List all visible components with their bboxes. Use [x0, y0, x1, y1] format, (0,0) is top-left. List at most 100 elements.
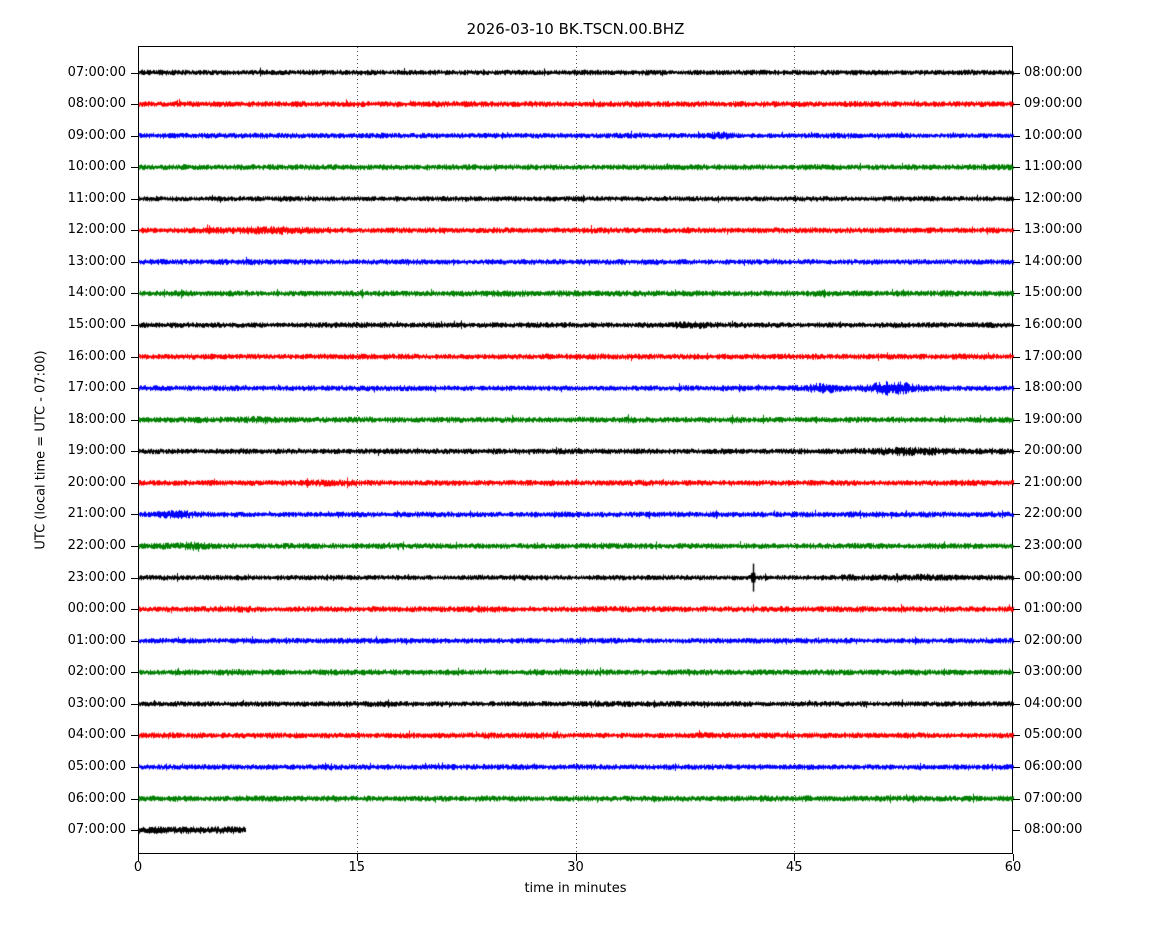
utc-time-label: 08:00:00: [67, 96, 126, 112]
x-tick-label: 60: [1004, 860, 1022, 875]
utc-time-label: 02:00:00: [67, 664, 126, 680]
utc-time-label: 17:00:00: [67, 380, 126, 396]
local-time-label: 08:00:00: [1024, 822, 1083, 838]
right-tick-mark: [1013, 230, 1020, 231]
right-tick-mark: [1013, 73, 1020, 74]
x-tick-label: 0: [133, 860, 143, 875]
left-tick-mark: [131, 514, 138, 515]
local-time-label: 11:00:00: [1024, 159, 1083, 175]
right-tick-mark: [1013, 451, 1020, 452]
local-time-label: 19:00:00: [1024, 411, 1083, 427]
utc-time-label: 06:00:00: [67, 790, 126, 806]
left-tick-mark: [131, 767, 138, 768]
right-tick-mark: [1013, 104, 1020, 105]
left-tick-mark: [131, 483, 138, 484]
right-tick-mark: [1013, 262, 1020, 263]
right-tick-mark: [1013, 672, 1020, 673]
utc-time-label: 09:00:00: [67, 127, 126, 143]
right-tick-mark: [1013, 136, 1020, 137]
left-tick-mark: [131, 73, 138, 74]
local-time-label: 04:00:00: [1024, 695, 1083, 711]
right-tick-mark: [1013, 735, 1020, 736]
left-tick-mark: [131, 293, 138, 294]
local-time-label: 07:00:00: [1024, 790, 1083, 806]
right-tick-mark: [1013, 578, 1020, 579]
x-tick-label: 15: [348, 860, 366, 875]
utc-time-label: 21:00:00: [67, 506, 126, 522]
local-time-label: 01:00:00: [1024, 601, 1083, 617]
local-time-label: 18:00:00: [1024, 380, 1083, 396]
right-tick-mark: [1013, 767, 1020, 768]
utc-time-label: 01:00:00: [67, 632, 126, 648]
utc-time-label: 04:00:00: [67, 727, 126, 743]
utc-time-label: 16:00:00: [67, 348, 126, 364]
left-tick-mark: [131, 136, 138, 137]
right-tick-mark: [1013, 325, 1020, 326]
right-tick-mark: [1013, 546, 1020, 547]
right-tick-mark: [1013, 199, 1020, 200]
local-time-label: 00:00:00: [1024, 569, 1083, 585]
local-time-label: 13:00:00: [1024, 222, 1083, 238]
left-tick-mark: [131, 357, 138, 358]
utc-time-label: 10:00:00: [67, 159, 126, 175]
right-tick-mark: [1013, 167, 1020, 168]
utc-time-label: 03:00:00: [67, 695, 126, 711]
right-tick-mark: [1013, 420, 1020, 421]
left-tick-mark: [131, 641, 138, 642]
left-tick-mark: [131, 546, 138, 547]
right-tick-mark: [1013, 799, 1020, 800]
utc-time-label: 15:00:00: [67, 317, 126, 333]
utc-time-label: 07:00:00: [67, 64, 126, 80]
left-tick-mark: [131, 799, 138, 800]
local-time-label: 10:00:00: [1024, 127, 1083, 143]
x-tick-mark: [357, 854, 358, 861]
right-tick-mark: [1013, 388, 1020, 389]
right-tick-mark: [1013, 609, 1020, 610]
utc-time-label: 19:00:00: [67, 443, 126, 459]
x-tick-mark: [138, 854, 139, 861]
utc-time-label: 12:00:00: [67, 222, 126, 238]
left-tick-mark: [131, 230, 138, 231]
utc-time-label: 00:00:00: [67, 601, 126, 617]
local-time-label: 08:00:00: [1024, 64, 1083, 80]
left-tick-mark: [131, 830, 138, 831]
left-tick-mark: [131, 672, 138, 673]
left-tick-mark: [131, 199, 138, 200]
utc-time-label: 18:00:00: [67, 411, 126, 427]
right-tick-mark: [1013, 483, 1020, 484]
right-tick-mark: [1013, 357, 1020, 358]
utc-time-label: 22:00:00: [67, 538, 126, 554]
local-time-label: 14:00:00: [1024, 253, 1083, 269]
local-time-label: 20:00:00: [1024, 443, 1083, 459]
left-tick-mark: [131, 578, 138, 579]
utc-time-label: 23:00:00: [67, 569, 126, 585]
local-time-label: 23:00:00: [1024, 538, 1083, 554]
left-tick-mark: [131, 420, 138, 421]
right-tick-mark: [1013, 293, 1020, 294]
local-time-label: 02:00:00: [1024, 632, 1083, 648]
x-tick-label: 45: [785, 860, 803, 875]
local-time-label: 17:00:00: [1024, 348, 1083, 364]
left-tick-mark: [131, 388, 138, 389]
left-tick-mark: [131, 735, 138, 736]
utc-time-label: 07:00:00: [67, 822, 126, 838]
x-tick-mark: [576, 854, 577, 861]
left-tick-mark: [131, 167, 138, 168]
local-time-label: 21:00:00: [1024, 474, 1083, 490]
local-time-label: 15:00:00: [1024, 285, 1083, 301]
local-time-label: 12:00:00: [1024, 190, 1083, 206]
left-tick-mark: [131, 325, 138, 326]
utc-time-label: 14:00:00: [67, 285, 126, 301]
right-tick-mark: [1013, 830, 1020, 831]
left-tick-mark: [131, 704, 138, 705]
left-tick-mark: [131, 104, 138, 105]
local-time-label: 06:00:00: [1024, 759, 1083, 775]
right-tick-mark: [1013, 704, 1020, 705]
right-tick-mark: [1013, 641, 1020, 642]
left-tick-mark: [131, 262, 138, 263]
left-tick-mark: [131, 451, 138, 452]
utc-time-label: 11:00:00: [67, 190, 126, 206]
local-time-label: 22:00:00: [1024, 506, 1083, 522]
x-tick-mark: [794, 854, 795, 861]
